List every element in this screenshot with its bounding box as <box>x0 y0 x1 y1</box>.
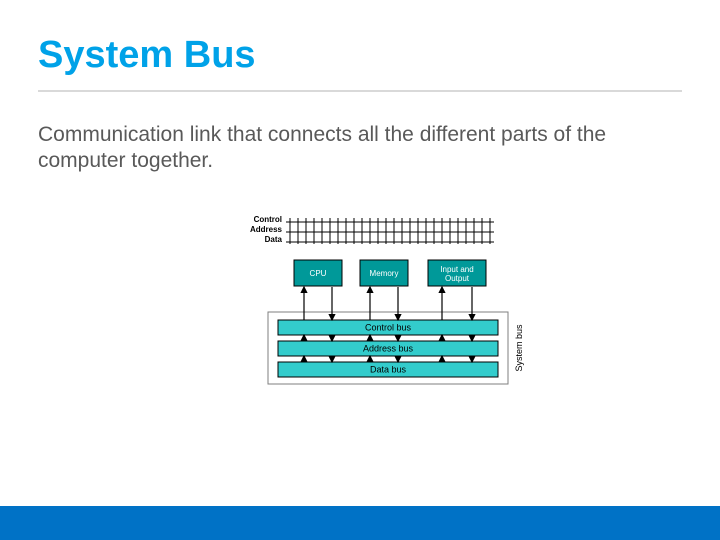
slide: System Bus Communication link that conne… <box>0 0 720 540</box>
page-title: System Bus <box>38 34 256 77</box>
svg-text:Memory: Memory <box>370 269 399 278</box>
description-text: Communication link that connects all the… <box>38 122 648 175</box>
svg-text:CPU: CPU <box>310 269 327 278</box>
svg-text:Address: Address <box>250 225 283 234</box>
svg-text:Data bus: Data bus <box>370 365 407 375</box>
svg-text:Control: Control <box>254 215 282 224</box>
svg-text:Data: Data <box>265 235 283 244</box>
footer-bar <box>0 506 720 540</box>
svg-text:Output: Output <box>445 274 470 283</box>
svg-text:Control bus: Control bus <box>365 323 412 333</box>
svg-text:System bus: System bus <box>514 324 524 372</box>
title-underline <box>38 90 682 92</box>
svg-text:Address bus: Address bus <box>363 344 414 354</box>
system-bus-diagram: ControlAddressData CPU Memory Input andOutp… <box>220 208 556 408</box>
svg-text:Input and: Input and <box>440 265 473 274</box>
